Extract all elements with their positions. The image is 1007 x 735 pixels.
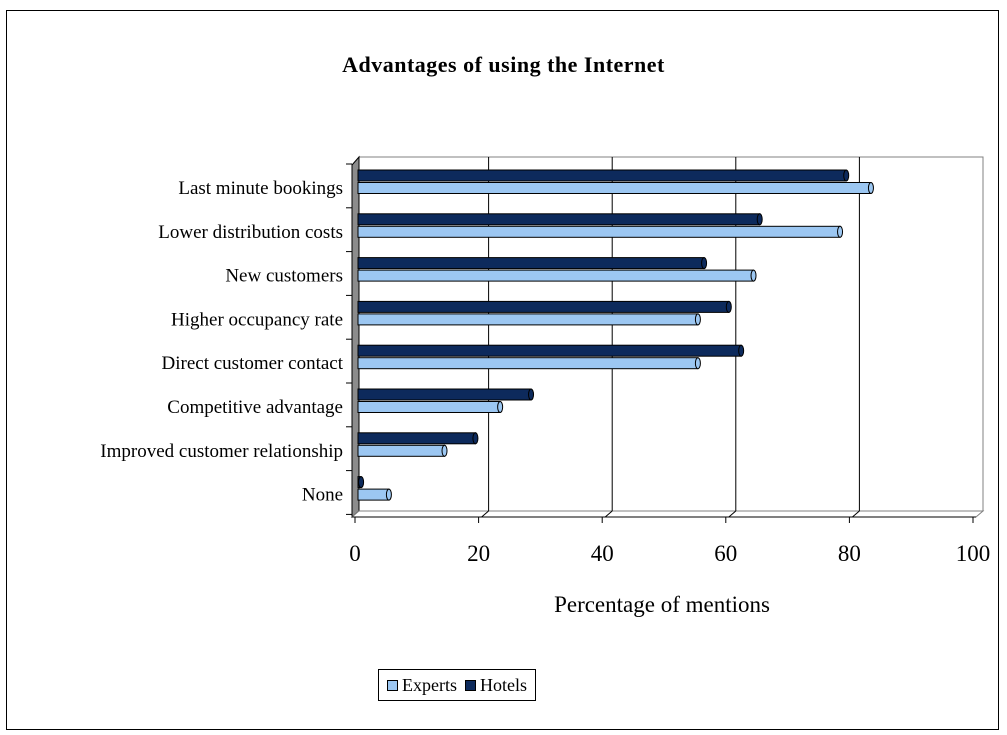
gridline-floor-40 — [604, 510, 613, 518]
gridline-floor-20 — [481, 510, 489, 518]
bar-end-cap — [867, 182, 874, 194]
bar-hotels-6 — [357, 432, 479, 445]
bar-hotels-4 — [357, 344, 745, 357]
bar-end-cap — [738, 344, 745, 357]
bar-body — [357, 257, 705, 270]
bar-end-cap — [750, 269, 757, 282]
bar-body — [357, 444, 446, 457]
bar-body — [357, 225, 841, 238]
bar-end-cap — [385, 488, 392, 501]
bar-hotels-1 — [357, 213, 763, 226]
bar-experts-0 — [357, 182, 874, 194]
bar-body — [357, 269, 755, 282]
bar-body — [357, 344, 742, 357]
bar-end-cap — [756, 213, 763, 226]
bar-end-cap — [358, 476, 365, 489]
legend: Experts Hotels — [378, 669, 536, 701]
bar-hotels-7 — [357, 476, 365, 489]
plot-side-wall — [351, 155, 360, 519]
bar-experts-4 — [357, 357, 701, 370]
bar-body — [357, 488, 390, 501]
legend-label-experts: Experts — [402, 674, 457, 695]
bar-end-cap — [441, 444, 448, 457]
axes: Last minute bookings Lower distribution c… — [100, 163, 991, 566]
bar-hotels-0 — [357, 169, 850, 182]
bar-end-cap — [528, 388, 535, 401]
gridline-floor-80 — [852, 510, 860, 518]
gridline-floor-60 — [728, 510, 737, 518]
bar-end-cap — [694, 313, 701, 326]
legend-swatch-experts — [387, 679, 398, 691]
legend-item-hotels: Hotels — [464, 674, 527, 696]
x-tick-label: 20 — [467, 541, 490, 566]
bars — [357, 169, 874, 501]
x-tick-label: 0 — [349, 541, 361, 566]
bar-end-cap — [725, 300, 732, 313]
bar-body — [357, 357, 699, 370]
y-tick-label: None — [302, 485, 343, 506]
x-tick-label: 40 — [591, 541, 614, 566]
bar-body — [357, 300, 730, 313]
y-tick-label: Last minute bookings — [178, 178, 343, 199]
bar-end-cap — [843, 169, 850, 182]
bar-end-cap — [701, 257, 708, 270]
y-tick-label: Higher occupancy rate — [171, 309, 343, 330]
y-tick-label: New customers — [225, 266, 343, 287]
bar-experts-7 — [357, 488, 392, 501]
bar-experts-3 — [357, 313, 701, 326]
y-tick-label: Lower distribution costs — [158, 222, 343, 243]
plot-floor — [350, 510, 985, 518]
bar-experts-6 — [357, 444, 448, 457]
bar-hotels-5 — [357, 388, 535, 401]
plot-area — [350, 155, 985, 519]
y-tick-label: Improved customer relationship — [100, 441, 343, 462]
bar-end-cap — [837, 225, 844, 238]
bar-body — [357, 401, 501, 413]
bar-experts-5 — [357, 401, 504, 413]
x-tick-label: 80 — [838, 541, 861, 566]
bar-body — [357, 388, 532, 401]
legend-item-experts: Experts — [387, 675, 457, 696]
bar-body — [357, 432, 476, 445]
bar-end-cap — [694, 357, 701, 370]
bar-experts-1 — [357, 225, 844, 238]
legend-label-hotels: Hotels — [479, 674, 527, 695]
bar-experts-2 — [357, 269, 757, 282]
bar-end-cap — [472, 432, 479, 445]
x-tick-label: 60 — [714, 541, 737, 566]
chart-title: Advantages of using the Internet — [342, 52, 665, 77]
legend-swatch-hotels — [464, 679, 476, 691]
y-tick-label: Direct customer contact — [162, 353, 344, 374]
bar-body — [357, 182, 872, 194]
plot-back-wall — [358, 156, 984, 512]
bar-body — [357, 169, 847, 182]
x-axis-title: Percentage of mentions — [554, 592, 770, 617]
bar-hotels-3 — [357, 300, 732, 313]
bar-body — [357, 213, 761, 226]
y-tick-label: Competitive advantage — [167, 397, 343, 418]
x-tick-label: 100 — [956, 541, 991, 566]
bar-hotels-2 — [357, 257, 708, 270]
bar-end-cap — [497, 401, 504, 413]
bar-body — [357, 313, 699, 326]
